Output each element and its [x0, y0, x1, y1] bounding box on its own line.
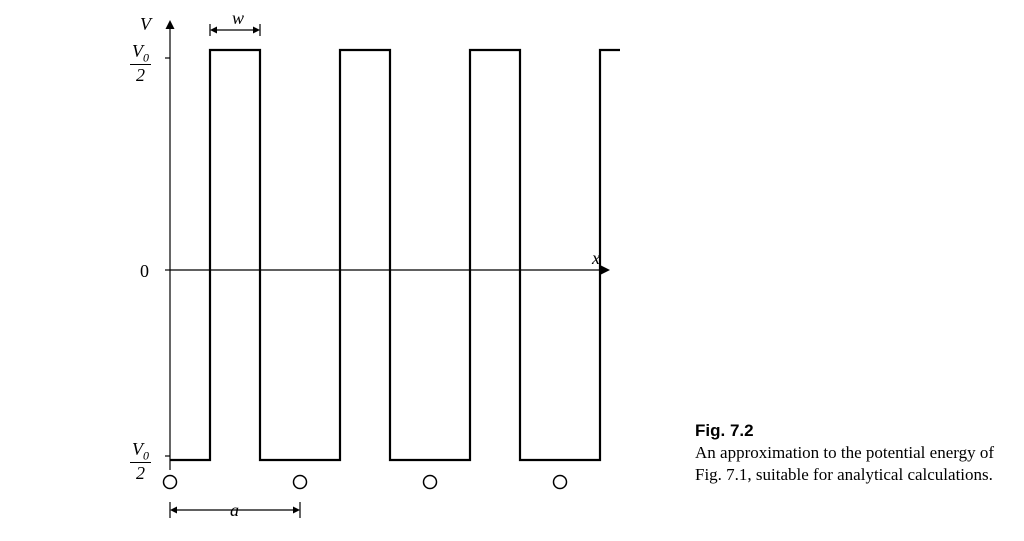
figure-caption: Fig. 7.2 An approximation to the potenti… [695, 420, 1015, 486]
frac-den: 2 [130, 463, 151, 482]
y-tick-zero: 0 [140, 261, 149, 282]
y-tick-bottom-frac: V0 2 [130, 440, 151, 482]
period-label: a [230, 500, 239, 521]
y-axis-label: V [140, 14, 151, 35]
frac-num: V [132, 439, 143, 459]
frac-num: V [132, 41, 143, 61]
x-axis-label: x [592, 248, 600, 269]
y-tick-top-frac: V0 2 [130, 42, 151, 84]
caption-title: Fig. 7.2 [695, 421, 754, 440]
caption-text: An approximation to the potential energy… [695, 443, 994, 484]
barrier-width-label: w [232, 8, 244, 29]
frac-den: 2 [130, 65, 151, 84]
frac-sub: 0 [143, 449, 149, 463]
frac-sub: 0 [143, 51, 149, 65]
potential-diagram: V x 0 V0 2 V0 2 w a [60, 10, 620, 530]
